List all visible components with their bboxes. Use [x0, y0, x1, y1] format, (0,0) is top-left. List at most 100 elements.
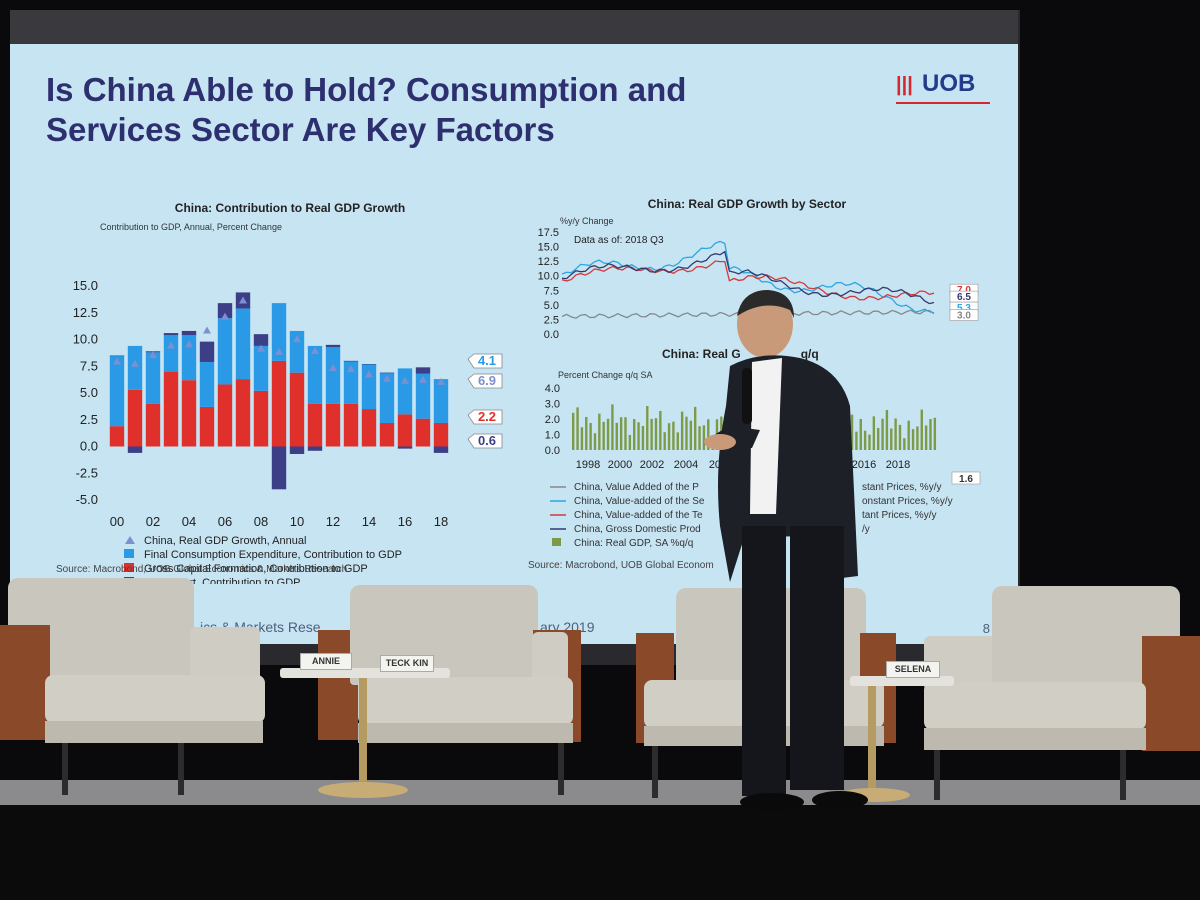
chart1-end-label: 6.9 — [478, 373, 496, 388]
chart1-bar-segment — [217, 318, 233, 385]
chart1-legend-label: Gross Capital Formation, Contribution to… — [144, 563, 368, 575]
chart1-bar-segment — [289, 330, 305, 373]
chart3-bar — [863, 430, 867, 450]
chart2-y-tick: 2.5 — [544, 314, 559, 326]
table-pole — [359, 678, 367, 788]
microphone — [742, 368, 752, 424]
chair-leg — [62, 743, 68, 795]
chart3-bar — [593, 433, 597, 450]
chart1-y-tick: 10.0 — [73, 332, 98, 347]
chart1-end-label: 2.2 — [478, 409, 496, 424]
chart1-x-tick: 04 — [182, 514, 196, 529]
chart1-x-tick: 14 — [362, 514, 376, 529]
chart1-gdp-marker — [347, 365, 355, 373]
uob-logo: ||| UOB — [896, 70, 992, 106]
chart1-gdp-marker — [149, 351, 157, 359]
table-top — [280, 668, 450, 678]
chart1-x-tick: 16 — [398, 514, 412, 529]
chart1-bar-segment — [361, 364, 377, 365]
chair-seat — [924, 682, 1146, 730]
uob-logo-underline — [896, 102, 990, 104]
nametag-teck-kin: TECK KIN — [380, 655, 434, 672]
chart3-end-label: 1.6 — [959, 474, 973, 485]
chart1-legend-swatch — [125, 536, 135, 544]
chart3-bar — [589, 423, 592, 450]
chart3-bar — [654, 418, 658, 450]
chart1-end-label-box — [467, 433, 503, 449]
chart1-subtitle: Contribution to GDP, Annual, Percent Cha… — [100, 222, 282, 232]
chart2-y-tick: 12.5 — [538, 256, 559, 268]
chart1-bar-segment — [433, 446, 449, 453]
chart3-y-tick: 1.0 — [545, 430, 560, 442]
chart1-bar-segment — [235, 379, 251, 447]
presenter-shirt — [750, 358, 782, 514]
gdp-by-sector-chart: China: Real GDP Growth by Sector %y/y Ch… — [538, 197, 979, 341]
chart1-gdp-marker — [437, 377, 445, 385]
uob-logo-mark: ||| — [896, 74, 913, 96]
chart3-bar — [894, 418, 897, 450]
chart3-y-tick: 4.0 — [545, 383, 560, 395]
chart1-y-tick: 5.0 — [80, 385, 98, 400]
chair-leg — [652, 746, 658, 798]
chart1-bar-segment — [199, 341, 215, 362]
chart3-bar — [602, 421, 605, 450]
chart3-legend-label: China, Value-added of the Te — [574, 510, 703, 521]
chart3-title: China: Real G q/q — [662, 347, 819, 361]
chart1-bar-segment — [127, 389, 143, 447]
screen-top-bezel — [10, 10, 1018, 44]
chart3-x-tick: 2000 — [608, 459, 632, 471]
chart1-gdp-marker — [383, 374, 391, 382]
chart3-bar — [903, 438, 906, 450]
presenter-hair — [737, 290, 794, 318]
chart3-x-tick: 2004 — [674, 459, 698, 471]
chart2-end-label: 6.5 — [957, 292, 971, 303]
chart2-series-line — [561, 260, 935, 301]
chart1-bar-segment — [343, 360, 359, 362]
chart1-y-tick: 0.0 — [80, 439, 98, 454]
chart1-bar-segment — [271, 360, 287, 447]
chair-leg — [178, 743, 184, 795]
chair-base — [358, 723, 573, 743]
chart2-end-label-box — [949, 309, 979, 321]
chart3-bar — [672, 421, 675, 450]
chart3-bar — [641, 426, 645, 450]
chart1-legend-label: Final Consumption Expenditure, Contribut… — [144, 549, 402, 561]
chart3-bar — [580, 427, 584, 450]
chart2-y-tick: 0.0 — [544, 329, 559, 341]
chart3-bar — [707, 419, 710, 450]
chart3-bar — [689, 420, 693, 450]
chart1-x-tick: 06 — [218, 514, 232, 529]
chart1-bar-segment — [307, 345, 323, 404]
chart3-legend-tail: /y — [862, 524, 870, 535]
chart3-title-start: China: Real G — [662, 347, 741, 361]
slide-title-line-2: Services Sector Are Key Factors — [46, 111, 555, 148]
chart3-legend-label: China, Gross Domestic Prod — [574, 524, 701, 535]
presenter-shoe-right — [812, 791, 868, 809]
chart3-x-tick: 2016 — [852, 459, 876, 471]
chart1-bar-segment — [109, 355, 125, 427]
chart3-legend-tail: tant Prices, %y/y — [862, 510, 936, 521]
chart3-bar — [680, 411, 684, 450]
chart1-bar-segment — [289, 372, 305, 447]
chart1-bar-segment — [343, 403, 359, 447]
chart1-bar-segment — [163, 335, 179, 372]
chart2-y-tick: 10.0 — [538, 271, 559, 283]
chair-base — [924, 728, 1146, 750]
chart1-x-tick: 00 — [110, 514, 124, 529]
chart1-bar-segment — [181, 380, 197, 447]
chart3-bar — [881, 418, 884, 450]
chart3-bar — [850, 414, 854, 450]
chart1-gdp-marker — [239, 296, 247, 304]
armchair-1 — [0, 575, 265, 800]
chart3-bar — [911, 429, 915, 450]
chart1-bar-segment — [379, 372, 395, 423]
chart3-y-tick: 0.0 — [545, 445, 560, 457]
chart3-bar — [659, 411, 662, 450]
chart3-bar — [576, 407, 579, 450]
chart3-bar — [898, 424, 902, 450]
chart1-bar-segment — [127, 345, 143, 390]
chart3-bar — [924, 425, 928, 450]
chart1-end-label: 0.6 — [478, 433, 496, 448]
chart1-gdp-marker — [257, 344, 265, 352]
chart3-bar — [920, 409, 923, 450]
